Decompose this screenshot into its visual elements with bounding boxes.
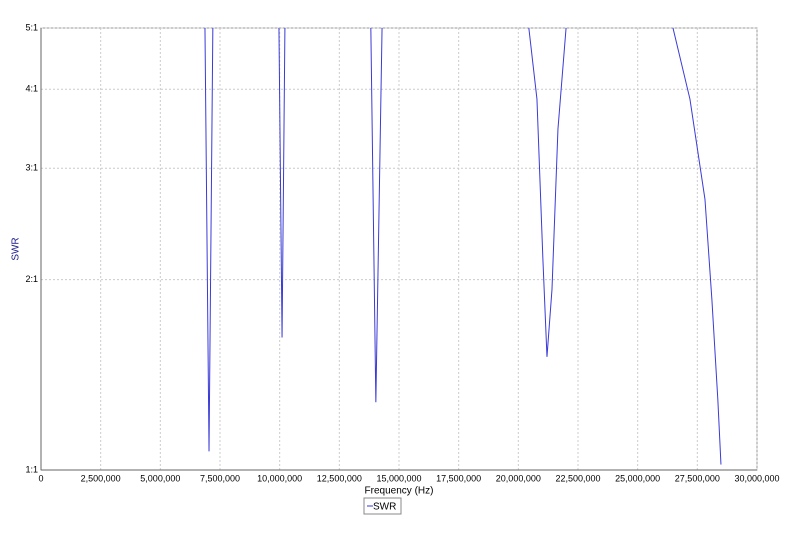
legend-box — [363, 497, 402, 515]
x-tick-label: 17,500,000 — [436, 473, 481, 483]
x-axis-label: Frequency (Hz) — [365, 486, 434, 497]
x-tick-label: 5,000,000 — [140, 473, 180, 483]
y-tick-label: 5:1 — [25, 22, 38, 32]
x-tick-label: 12,500,000 — [317, 473, 362, 483]
y-axis-label: SWR — [11, 237, 22, 260]
y-tick-label: 2:1 — [25, 274, 38, 284]
y-tick-label: 3:1 — [25, 163, 38, 173]
x-tick-label: 2,500,000 — [81, 473, 121, 483]
x-tick-label: 10,000,000 — [257, 473, 302, 483]
x-tick-label: 15,000,000 — [376, 473, 421, 483]
x-tick-label: 7,500,000 — [200, 473, 240, 483]
x-tick-label: 0 — [38, 473, 43, 483]
y-tick-label: 1:1 — [25, 464, 38, 474]
x-tick-label: 30,000,000 — [734, 473, 779, 483]
x-tick-label: 22,500,000 — [555, 473, 600, 483]
x-tick-label: 25,000,000 — [615, 473, 660, 483]
legend-label: SWR — [373, 502, 396, 513]
y-tick-label: 4:1 — [25, 84, 38, 94]
x-tick-label: 27,500,000 — [675, 473, 720, 483]
x-tick-label: 20,000,000 — [496, 473, 541, 483]
